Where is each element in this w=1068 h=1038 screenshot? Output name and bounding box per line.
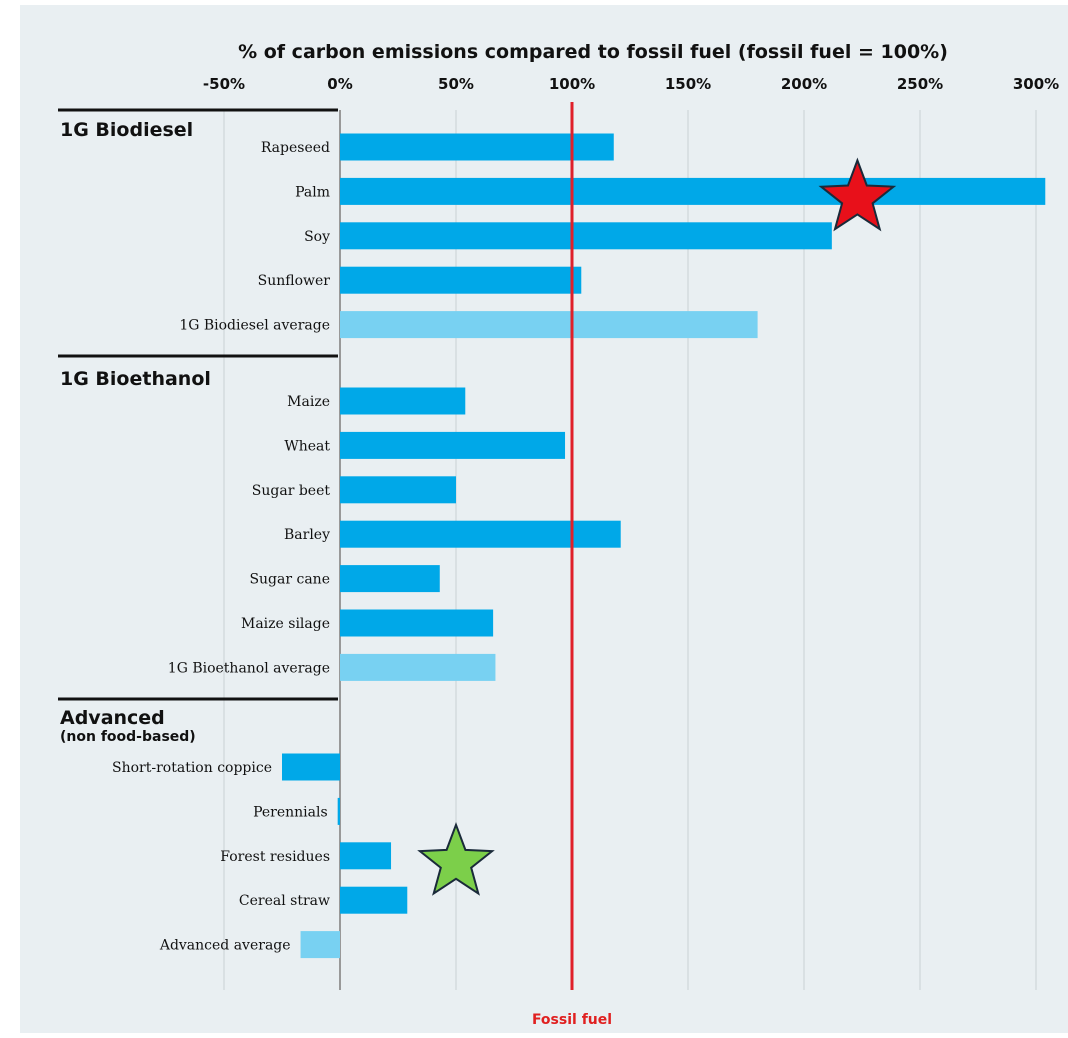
bar-wheat <box>340 431 566 459</box>
category-label-1g-bioethanol-average: 1G Bioethanol average <box>168 660 330 676</box>
x-tick-150: 150% <box>665 75 711 93</box>
group-labels: 1G Biodiesel 1G Bioethanol Advanced(non fo… <box>60 119 211 745</box>
star-markers <box>417 157 897 896</box>
bar-advanced-average <box>300 931 340 959</box>
x-tick-labels: -50% 0% 50% 100% 150% 200% 250% 300% <box>203 75 1059 93</box>
category-label-perennials: Perennials <box>253 804 328 820</box>
x-tick-0: 0% <box>327 75 352 93</box>
chart-title: % of carbon emissions compared to fossil… <box>238 41 948 63</box>
category-label-short-rotation-coppice: Short-rotation coppice <box>112 760 272 776</box>
x-tick-50: -50% <box>203 75 245 93</box>
bar-cereal-straw <box>340 886 408 914</box>
bar-maize-silage <box>340 609 494 637</box>
category-label-advanced-average: Advanced average <box>159 938 291 954</box>
group-label-1g-bioethanol: 1G Bioethanol <box>60 368 211 390</box>
bar-perennials <box>337 797 340 825</box>
bar-forest-residues <box>340 842 392 870</box>
star-marker-palm <box>818 157 897 232</box>
x-tick-300: 300% <box>1013 75 1059 93</box>
x-tick-200: 200% <box>781 75 827 93</box>
bar-barley <box>340 520 621 548</box>
bar-sugar-beet <box>340 476 456 504</box>
category-label-maize: Maize <box>287 394 330 410</box>
bar-1g-bioethanol-average <box>340 653 496 681</box>
group-sublabel-advanced: (non food-based) <box>60 729 196 745</box>
group-label-advanced: Advanced <box>60 707 165 729</box>
x-tick-50: 50% <box>438 75 474 93</box>
category-label-soy: Soy <box>304 229 330 245</box>
bar-1g-biodiesel-average <box>340 311 758 339</box>
bar-maize <box>340 387 466 415</box>
category-label-sugar-cane: Sugar cane <box>249 572 330 588</box>
category-labels: Rapeseed Palm Soy Sunflower 1G Biodiesel ave… <box>112 140 330 954</box>
category-label-cereal-straw: Cereal straw <box>239 893 330 909</box>
group-separators <box>58 108 338 701</box>
bar-palm <box>340 177 1046 205</box>
category-label-1g-biodiesel-average: 1G Biodiesel average <box>179 318 330 334</box>
x-tick-250: 250% <box>897 75 943 93</box>
group-label-1g-biodiesel: 1G Biodiesel <box>60 119 193 141</box>
bar-soy <box>340 222 832 250</box>
category-label-forest-residues: Forest residues <box>220 849 330 865</box>
category-label-wheat: Wheat <box>284 438 330 454</box>
bar-sunflower <box>340 266 582 294</box>
bar-sugar-cane <box>340 565 440 593</box>
chart-background <box>20 5 1068 1033</box>
category-label-rapeseed: Rapeseed <box>261 140 330 156</box>
x-tick-100: 100% <box>549 75 595 93</box>
fossil-fuel-label: Fossil fuel <box>532 1012 612 1028</box>
category-label-barley: Barley <box>284 527 330 543</box>
category-label-palm: Palm <box>295 184 330 200</box>
category-label-sugar-beet: Sugar beet <box>252 483 331 499</box>
category-label-maize-silage: Maize silage <box>241 616 330 632</box>
category-label-sunflower: Sunflower <box>258 273 331 289</box>
bars <box>282 133 1046 959</box>
bar-rapeseed <box>340 133 614 161</box>
star-marker-forest-residues <box>417 821 495 896</box>
bar-short-rotation-coppice <box>282 753 340 781</box>
